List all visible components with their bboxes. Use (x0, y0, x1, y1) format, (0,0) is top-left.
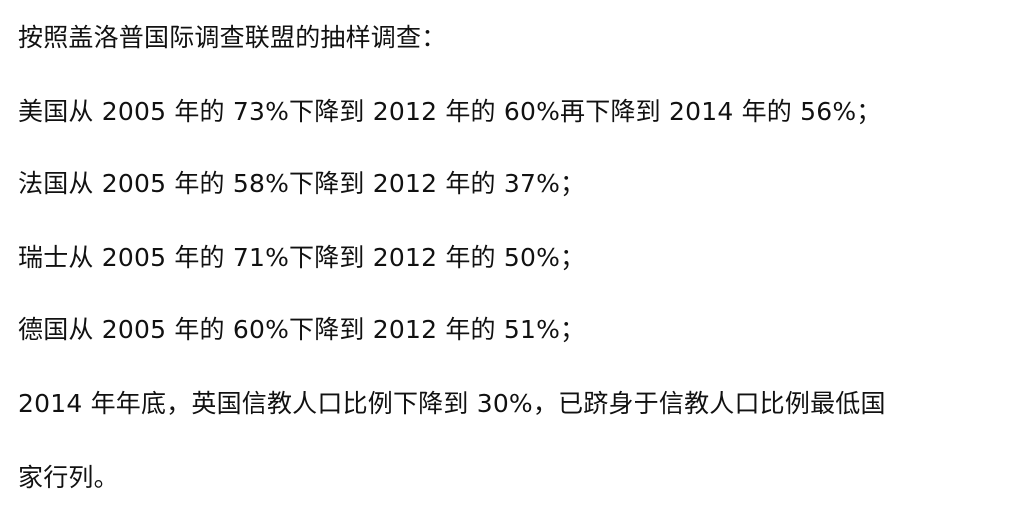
germany-line: 德国从 2005 年的 60%下降到 2012 年的 51%； (18, 315, 586, 344)
uk-line: 2014 年年底，英国信教人口比例下降到 30%，已跻身于信教人口比例最低国 (18, 389, 886, 418)
uk-line-continued: 家行列。 (18, 463, 119, 492)
intro-line: 按照盖洛普国际调查联盟的抽样调查： (18, 23, 447, 52)
switzerland-line: 瑞士从 2005 年的 71%下降到 2012 年的 50%； (18, 243, 586, 272)
france-line: 法国从 2005 年的 58%下降到 2012 年的 37%； (18, 169, 586, 198)
usa-line: 美国从 2005 年的 73%下降到 2012 年的 60%再下降到 2014 … (18, 97, 882, 126)
